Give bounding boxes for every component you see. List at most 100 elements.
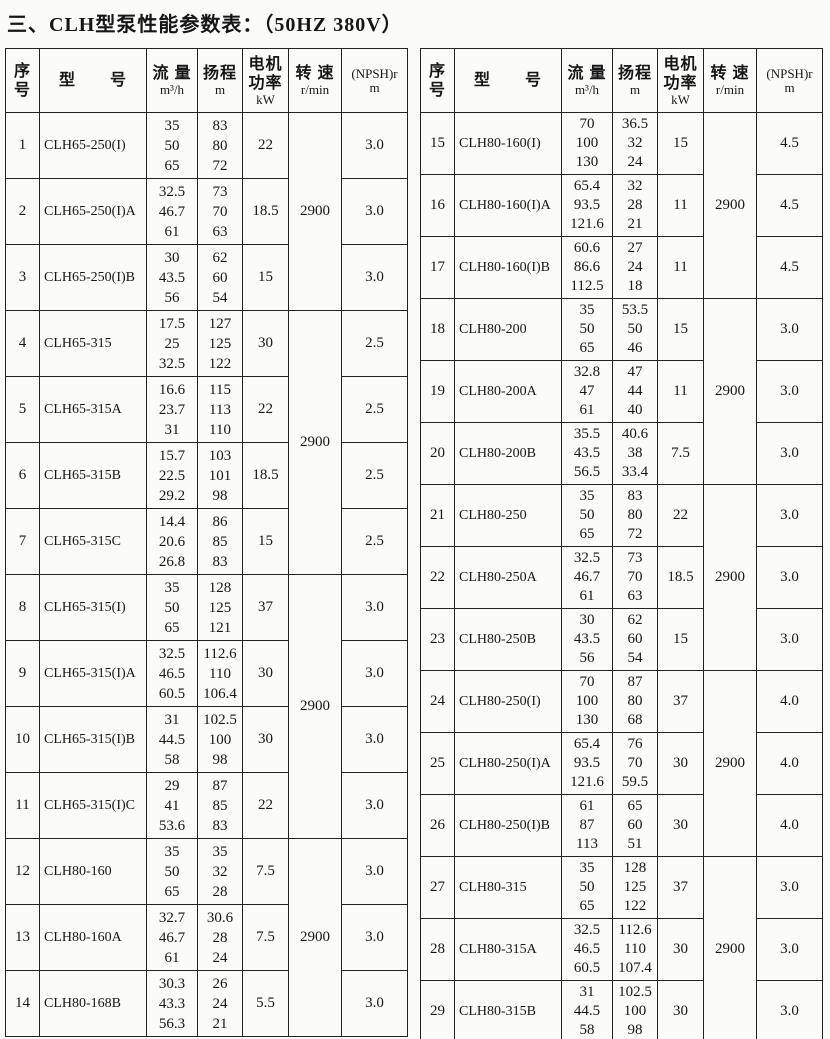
flow-cell: 35 50 65 xyxy=(146,112,198,179)
row-number-cell: 22 xyxy=(420,546,455,609)
row-number-cell: 27 xyxy=(420,856,455,919)
table-row: 4 CLH65-315 17.5 25 32.5 127 125 122 30 2900 2… xyxy=(5,310,408,575)
npsh-cell: 3.0 xyxy=(341,112,408,179)
head-cell: 27 24 18 xyxy=(612,236,658,299)
npsh-cell: 3.0 xyxy=(756,856,823,919)
power-cell: 18.5 xyxy=(242,178,289,245)
table-row: 3 CLH65-250(I)B 30 43.5 56 62 60 54 15 3.0 xyxy=(5,244,408,311)
head-cell: 115 113 110 xyxy=(197,376,243,443)
column-header-line: m xyxy=(784,79,795,95)
head-cell: 128 125 121 xyxy=(197,574,243,641)
column-header-flow: 流 量 m³/h xyxy=(146,48,198,113)
speed-cell: 2900 xyxy=(703,112,757,299)
speed-cell: 2900 xyxy=(288,112,342,311)
column-header-model: 型 号 xyxy=(454,48,562,113)
model-cell: CLH80-250 xyxy=(454,484,562,547)
head-cell: 87 80 68 xyxy=(612,670,658,733)
model-cell: CLH80-200B xyxy=(454,422,562,485)
npsh-cell: 3.0 xyxy=(341,904,408,971)
power-cell: 15 xyxy=(657,608,704,671)
head-cell: 103 101 98 xyxy=(197,442,243,509)
row-number-cell: 17 xyxy=(420,236,455,299)
flow-cell: 15.7 22.5 29.2 xyxy=(146,442,198,509)
speed-cell: 2900 xyxy=(703,484,757,671)
power-cell: 37 xyxy=(242,574,289,641)
model-cell: CLH65-315C xyxy=(39,508,147,575)
head-cell: 26 24 21 xyxy=(197,970,243,1037)
page-title: 三、CLH型泵性能参数表：（50HZ 380V） xyxy=(7,14,403,36)
model-cell: CLH80-160(I)A xyxy=(454,174,562,237)
table-row: 9 CLH65-315(I)A 32.5 46.5 60.5 112.6 110 10… xyxy=(5,640,408,707)
flow-cell: 65.4 93.5 121.6 xyxy=(561,174,613,237)
model-cell: CLH80-160 xyxy=(39,838,147,905)
power-cell: 7.5 xyxy=(242,838,289,905)
flow-cell: 29 41 53.6 xyxy=(146,772,198,839)
flow-cell: 30 43.5 56 xyxy=(561,608,613,671)
row-number-cell: 10 xyxy=(5,706,40,773)
npsh-cell: 3.0 xyxy=(341,574,408,641)
table-row: 21 CLH80-250 35 50 65 83 80 72 22 2900 3.0 xyxy=(420,484,823,671)
head-cell: 65 60 51 xyxy=(612,794,658,857)
head-cell: 53.5 50 46 xyxy=(612,298,658,361)
head-cell: 112.6 110 107.4 xyxy=(612,918,658,981)
column-header-npsh: (NPSH)r m xyxy=(341,48,408,113)
flow-cell: 70 100 130 xyxy=(561,670,613,733)
power-cell: 15 xyxy=(657,112,704,175)
model-cell: CLH80-315 xyxy=(454,856,562,919)
table-row: 25 CLH80-250(I)A 65.4 93.5 121.6 76 70 59.5… xyxy=(420,732,823,795)
power-cell: 5.5 xyxy=(242,970,289,1037)
column-header-head: 扬程 m xyxy=(612,48,658,113)
head-cell: 73 70 63 xyxy=(197,178,243,245)
column-header-line: 流 量 xyxy=(567,65,607,82)
npsh-cell: 3.0 xyxy=(341,706,408,773)
model-cell: CLH65-315A xyxy=(39,376,147,443)
column-header-line: m³/h xyxy=(574,82,600,97)
column-header-line: r/min xyxy=(300,82,330,97)
model-cell: CLH80-250(I)B xyxy=(454,794,562,857)
power-cell: 30 xyxy=(657,794,704,857)
column-header-flow: 流 量 m³/h xyxy=(561,48,613,113)
flow-cell: 35 50 65 xyxy=(146,574,198,641)
power-cell: 15 xyxy=(657,298,704,361)
power-cell: 30 xyxy=(242,640,289,707)
row-number-cell: 3 xyxy=(5,244,40,311)
row-number-cell: 20 xyxy=(420,422,455,485)
table-row: 12 CLH80-160 35 50 65 35 32 28 7.5 2900 3.0 xyxy=(5,838,408,1037)
npsh-cell: 4.0 xyxy=(756,794,823,857)
column-header-no: 序号 xyxy=(5,48,40,113)
head-cell: 40.6 38 33.4 xyxy=(612,422,658,485)
row-number-cell: 14 xyxy=(5,970,40,1037)
model-cell: CLH65-315(I) xyxy=(39,574,147,641)
column-header-power: 电机 功率 kW xyxy=(242,48,289,113)
npsh-cell: 3.0 xyxy=(756,298,823,361)
table-row: 15 CLH80-160(I) 70 100 130 36.5 32 24 15 2900… xyxy=(420,112,823,299)
flow-cell: 32.5 46.7 61 xyxy=(561,546,613,609)
power-cell: 22 xyxy=(242,112,289,179)
flow-cell: 61 87 113 xyxy=(561,794,613,857)
column-header-model: 型 号 xyxy=(39,48,147,113)
head-cell: 87 85 83 xyxy=(197,772,243,839)
power-cell: 30 xyxy=(657,732,704,795)
npsh-cell: 3.0 xyxy=(341,772,408,839)
column-header-power: 电机 功率 kW xyxy=(657,48,704,113)
flow-cell: 32.5 46.5 60.5 xyxy=(561,918,613,981)
flow-cell: 35 50 65 xyxy=(561,484,613,547)
head-cell: 128 125 122 xyxy=(612,856,658,919)
model-cell: CLH80-168B xyxy=(39,970,147,1037)
model-cell: CLH65-315(I)A xyxy=(39,640,147,707)
flow-cell: 35 50 65 xyxy=(561,298,613,361)
table-row: 5 CLH65-315A 16.6 23.7 31 115 113 110 22 2.5 xyxy=(5,376,408,443)
flow-cell: 35 50 65 xyxy=(146,838,198,905)
table-row: 24 CLH80-250(I) 70 100 130 87 80 68 37 2900 4.… xyxy=(420,670,823,857)
model-cell: CLH80-250B xyxy=(454,608,562,671)
model-cell: CLH80-160(I) xyxy=(454,112,562,175)
model-cell: CLH80-315B xyxy=(454,980,562,1039)
model-cell: CLH65-315 xyxy=(39,310,147,377)
column-header-line: 扬程 xyxy=(617,65,652,82)
npsh-cell: 3.0 xyxy=(756,422,823,485)
npsh-cell: 3.0 xyxy=(756,546,823,609)
row-number-cell: 1 xyxy=(5,112,40,179)
column-header-line: 转 速 xyxy=(295,65,335,82)
power-cell: 18.5 xyxy=(657,546,704,609)
power-cell: 30 xyxy=(242,310,289,377)
